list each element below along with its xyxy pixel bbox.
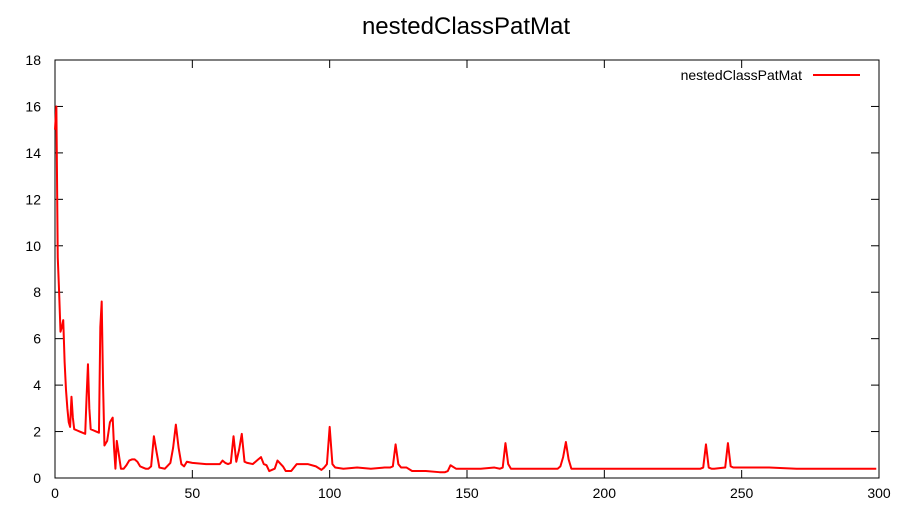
- series-layer: [54, 105, 877, 474]
- y-tick-label: 4: [33, 377, 41, 393]
- y-tick-label: 14: [25, 145, 41, 161]
- legend: nestedClassPatMat: [681, 67, 860, 83]
- x-tick-label: 0: [51, 485, 59, 501]
- y-tick-label: 16: [25, 98, 41, 114]
- series-line: [54, 105, 877, 474]
- axis-ticks: 0 50 100 150 200 250 300 0 2 4 6 8 10 12 14 16 18: [25, 52, 890, 501]
- x-tick-label: 50: [185, 485, 201, 501]
- y-tick-label: 8: [33, 284, 41, 300]
- x-tick-label: 100: [318, 485, 342, 501]
- y-tick-label: 18: [25, 52, 41, 68]
- x-tick-label: 300: [867, 485, 891, 501]
- y-tick-label: 0: [33, 470, 41, 486]
- y-tick-label: 12: [25, 191, 41, 207]
- y-tick-label: 6: [33, 331, 41, 347]
- x-tick-label: 150: [455, 485, 479, 501]
- legend-label: nestedClassPatMat: [681, 67, 803, 83]
- y-tick-label: 2: [33, 424, 41, 440]
- x-tick-label: 200: [593, 485, 617, 501]
- x-tick-label: 250: [730, 485, 754, 501]
- plot-frame: [54, 59, 880, 479]
- y-tick-label: 10: [25, 238, 41, 254]
- chart-title: nestedClassPatMat: [362, 13, 570, 40]
